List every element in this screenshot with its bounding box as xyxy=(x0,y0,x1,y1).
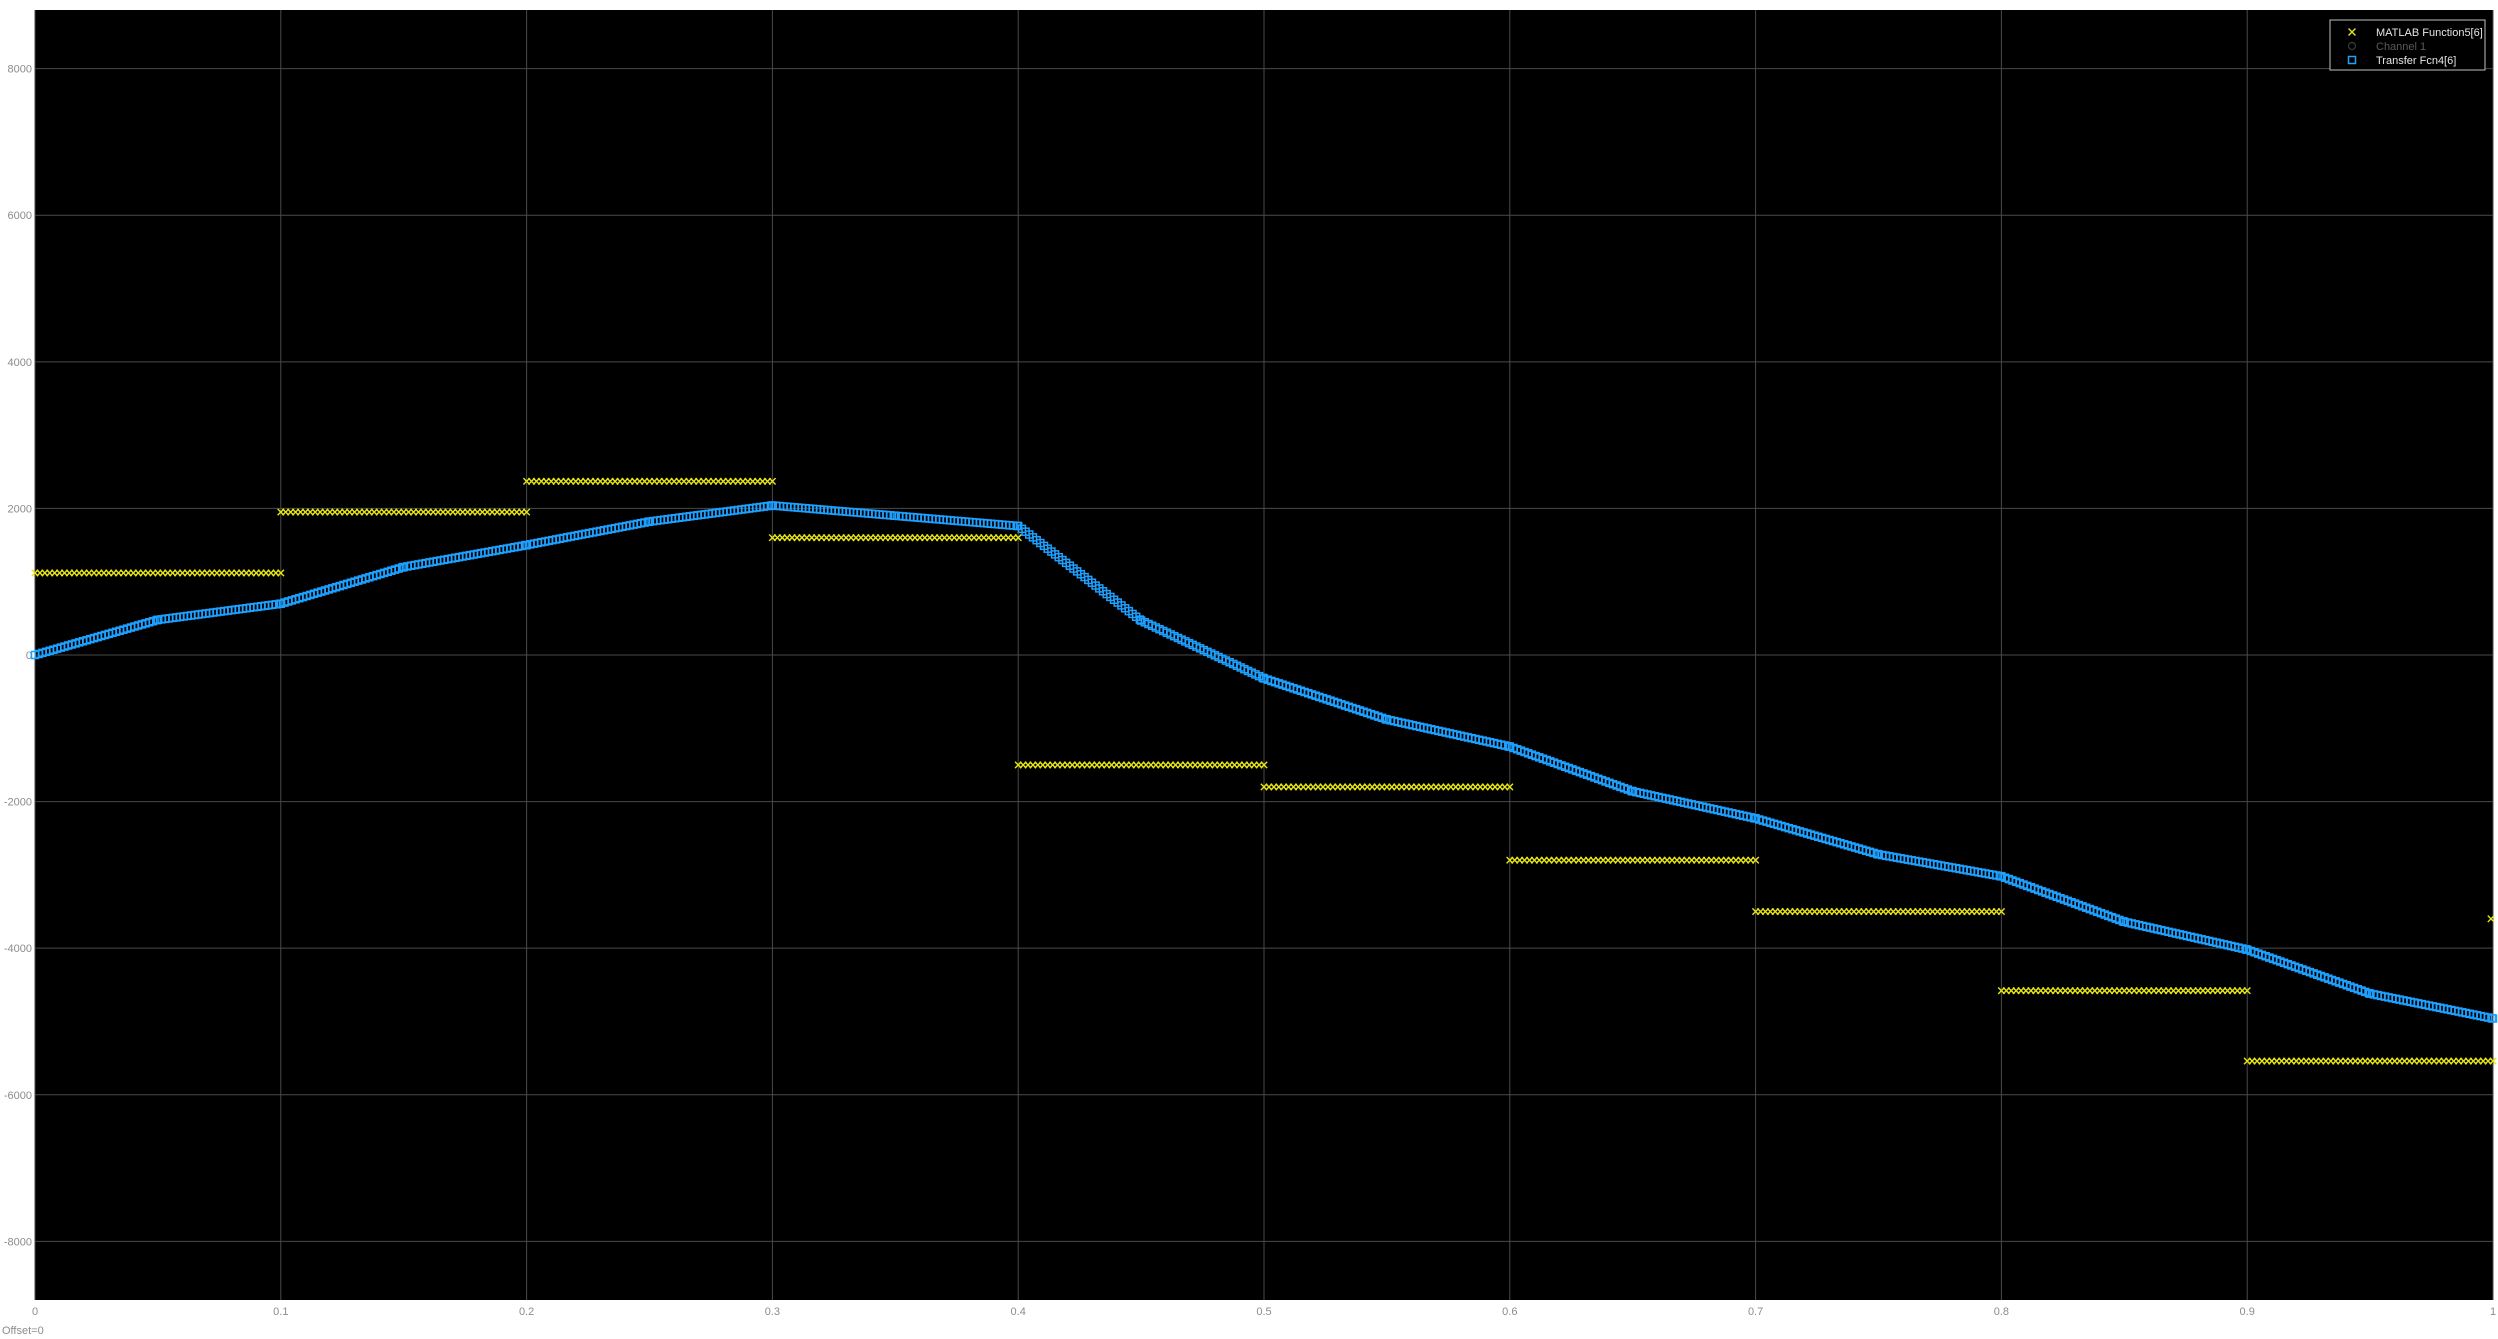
x-tick-label: 0.5 xyxy=(1256,1306,1271,1318)
x-tick-label: 1 xyxy=(2490,1306,2496,1318)
data-point xyxy=(1260,761,1268,769)
x-tick-label: 0.4 xyxy=(1011,1306,1026,1318)
legend-item[interactable]: Channel 1 xyxy=(2347,41,2427,53)
data-point xyxy=(1135,615,1145,624)
y-tick-label: -6000 xyxy=(4,1090,32,1102)
offset-label: Offset=0 xyxy=(2,1325,44,1337)
y-tick-label: -8000 xyxy=(4,1236,32,1248)
grid xyxy=(34,10,2494,1300)
x-tick-label: 0.9 xyxy=(2240,1306,2255,1318)
y-tick-label: 4000 xyxy=(8,357,32,369)
x-tick-label: 0.6 xyxy=(1502,1306,1517,1318)
data-point xyxy=(1751,856,1760,864)
data-point xyxy=(2489,1057,2497,1065)
legend-label: Channel 1 xyxy=(2376,41,2426,53)
x-tick-label: 0.1 xyxy=(273,1306,288,1318)
y-tick-label: -2000 xyxy=(4,797,32,809)
y-tick-label: 2000 xyxy=(8,503,32,515)
data-point xyxy=(277,569,285,577)
data-point xyxy=(1506,783,1514,791)
legend[interactable]: MATLAB Function5[6] Channel 1 Transfer Fcn… xyxy=(2329,19,2486,71)
circle-marker-icon xyxy=(2347,41,2357,51)
series-x-marker xyxy=(31,477,2497,1065)
data-point xyxy=(1014,534,1022,542)
y-tick-label: -4000 xyxy=(4,943,32,955)
x-tick-label: 0.3 xyxy=(765,1306,780,1318)
legend-label: MATLAB Function5[6] xyxy=(2376,27,2483,39)
data-point xyxy=(2487,915,2495,923)
data-point xyxy=(2488,1014,2498,1023)
x-tick-label: 0 xyxy=(32,1306,38,1318)
data-point xyxy=(2243,986,2251,995)
data-point xyxy=(522,508,531,516)
legend-item[interactable]: Transfer Fcn4[6] xyxy=(2347,55,2457,67)
x-tick-label: 0.7 xyxy=(1748,1306,1763,1318)
series-square-marker xyxy=(30,501,2498,1023)
x-tick-label: 0.8 xyxy=(1994,1306,2009,1318)
data-point xyxy=(1997,907,2006,916)
data-point xyxy=(2347,55,2357,65)
y-tick-label: 8000 xyxy=(8,64,32,76)
data-point xyxy=(2348,28,2356,36)
legend-label: Transfer Fcn4[6] xyxy=(2376,55,2456,67)
x-tick-label: 0.2 xyxy=(519,1306,534,1318)
legend-item[interactable]: MATLAB Function5[6] xyxy=(2348,27,2483,39)
axis-ticks: 0 0.1 0.2 0.3 0.4 0.5 0.6 0.7 0.8 0.9 1 -8000 -6000 -… xyxy=(4,64,2496,1318)
y-tick-label: 6000 xyxy=(8,210,32,222)
data-point xyxy=(768,477,777,485)
y-tick-label: 0 xyxy=(26,650,32,662)
series-layer xyxy=(30,477,2498,1065)
